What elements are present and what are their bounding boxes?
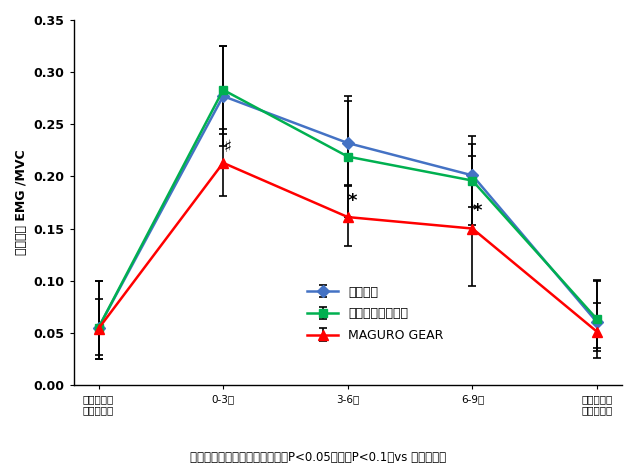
Text: ♯: ♯ (223, 138, 231, 156)
Y-axis label: 筋放電量 EMG /MVC: 筋放電量 EMG /MVC (15, 150, 28, 255)
Text: *: * (473, 202, 482, 220)
Legend: 着用なし, ノーマルスパッツ, MAGURO GEAR: 着用なし, ノーマルスパッツ, MAGURO GEAR (299, 278, 451, 350)
Text: *: * (348, 192, 357, 210)
Text: 平均値＋標準偏差を表す　＊：P<0.05　＃：P<0.1（vs 着用無し）: 平均値＋標準偏差を表す ＊：P<0.05 ＃：P<0.1（vs 着用無し） (190, 450, 447, 463)
